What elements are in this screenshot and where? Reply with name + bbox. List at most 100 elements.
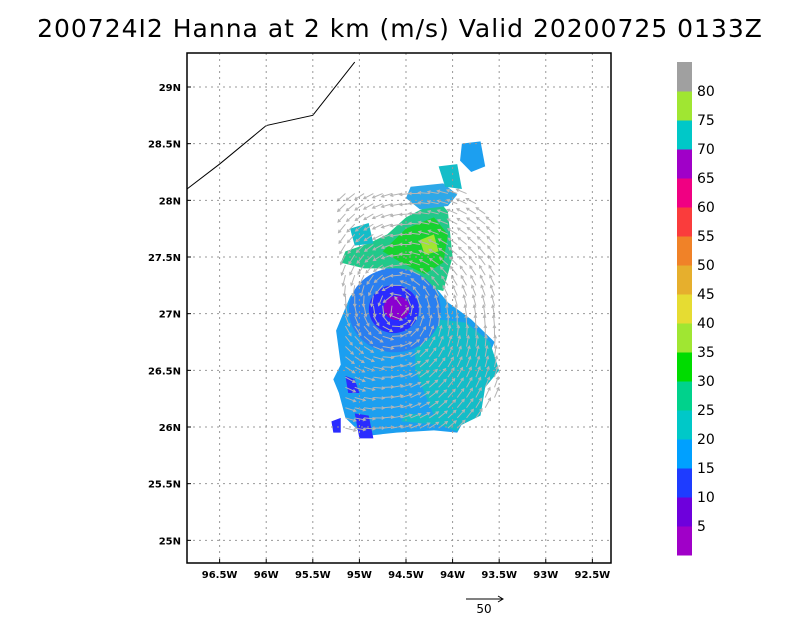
wind-vector <box>363 397 376 401</box>
wind-vector <box>419 348 429 358</box>
wind-vector <box>398 271 411 276</box>
colorbar-label: 10 <box>697 490 715 506</box>
wind-vector <box>363 315 370 327</box>
wind-vector <box>375 285 384 295</box>
x-tick-label: 95W <box>347 570 372 581</box>
wind-vector <box>401 287 411 296</box>
wind-vector <box>407 221 421 226</box>
wind-vector <box>466 397 474 409</box>
colorbar-label: 5 <box>697 519 706 535</box>
wind-vector <box>429 421 440 429</box>
wind-vector <box>354 427 367 432</box>
wind-vector <box>447 367 455 378</box>
colorbar-label: 60 <box>697 200 715 216</box>
wind-vector <box>485 225 495 235</box>
wind-vector <box>427 229 439 235</box>
wind-vector <box>345 346 355 355</box>
wind-vector <box>439 266 449 276</box>
wind-vector <box>478 255 486 266</box>
wind-vector <box>339 254 346 266</box>
wind-vector <box>398 242 411 247</box>
wind-vector <box>447 388 456 398</box>
wind-vector <box>455 208 467 215</box>
x-tick-label: 93W <box>533 570 558 581</box>
wind-vector <box>422 285 430 296</box>
swath-20-south <box>401 413 467 432</box>
wind-vector <box>470 274 477 286</box>
wind-vector <box>484 344 489 357</box>
wind-vector <box>456 355 463 368</box>
wind-vector <box>345 427 358 432</box>
wind-vector <box>466 226 477 235</box>
wind-vector <box>491 304 496 317</box>
wind-vector <box>419 380 430 388</box>
wind-vector <box>391 404 404 409</box>
wind-vector <box>371 203 383 209</box>
wind-vector <box>372 254 383 262</box>
wind-vector <box>487 254 495 266</box>
colorbar-label: 30 <box>697 374 715 390</box>
colorbar-label: 50 <box>697 258 715 274</box>
swath-ne-teal <box>438 164 462 189</box>
wind-vector <box>338 234 346 245</box>
wind-vector <box>398 222 411 227</box>
wind-vector <box>354 407 367 412</box>
wind-vector <box>428 357 438 368</box>
y-tick-label: 26.5N <box>148 366 181 377</box>
wind-vector <box>400 306 410 317</box>
wind-vector <box>494 365 499 378</box>
wind-vector <box>462 294 468 306</box>
wind-vector <box>438 357 446 368</box>
wind-vector <box>475 207 486 215</box>
colorbar-segment <box>677 410 692 440</box>
wind-vector <box>410 327 420 337</box>
wind-vector <box>460 274 467 286</box>
wind-vector <box>363 407 376 411</box>
wind-vector <box>363 305 368 318</box>
wind-vector <box>380 203 393 209</box>
wind-vector <box>382 325 394 332</box>
reference-vector: 50 <box>466 595 504 616</box>
wind-vector <box>336 193 346 202</box>
wind-vector <box>354 346 365 355</box>
wind-vector <box>363 346 375 353</box>
wind-vector <box>419 412 431 419</box>
wind-vector <box>371 213 383 220</box>
wind-vector <box>354 376 366 383</box>
x-tick-label: 93.5W <box>481 570 517 581</box>
colorbar-segment <box>677 236 692 266</box>
wind-vector <box>449 265 458 276</box>
wind-vector <box>487 245 495 256</box>
wind-vector <box>465 207 477 215</box>
wind-vector <box>353 193 365 201</box>
wind-vector <box>398 232 411 237</box>
wind-vector <box>345 397 357 403</box>
wind-vector <box>466 345 471 357</box>
wind-vector <box>354 417 367 422</box>
wind-vector <box>345 356 355 365</box>
x-tick-label: 95.5W <box>295 570 331 581</box>
colorbar-label: 55 <box>697 229 715 245</box>
wind-vector <box>363 233 374 242</box>
wind-vector <box>401 382 413 388</box>
wind-vector <box>481 304 486 317</box>
wind-vector <box>372 244 383 251</box>
wind-vector <box>354 397 367 402</box>
wind-vector <box>336 203 346 213</box>
wind-vector <box>448 256 458 266</box>
wind-vector <box>410 392 422 398</box>
wind-vector <box>373 366 386 371</box>
x-tick-label: 96W <box>254 570 279 581</box>
wind-vector <box>428 400 440 409</box>
wind-vector <box>373 346 385 352</box>
wind-vector <box>493 334 497 347</box>
wind-vector <box>366 274 374 285</box>
wind-vector <box>344 325 352 337</box>
wind-vector <box>373 325 383 335</box>
wind-vector <box>345 386 357 393</box>
wind-vector <box>363 213 374 221</box>
wind-vector <box>409 269 421 276</box>
plot-title: 200724I2 Hanna at 2 km (m/s) Valid 20200… <box>37 14 763 43</box>
wind-vector <box>484 397 491 408</box>
